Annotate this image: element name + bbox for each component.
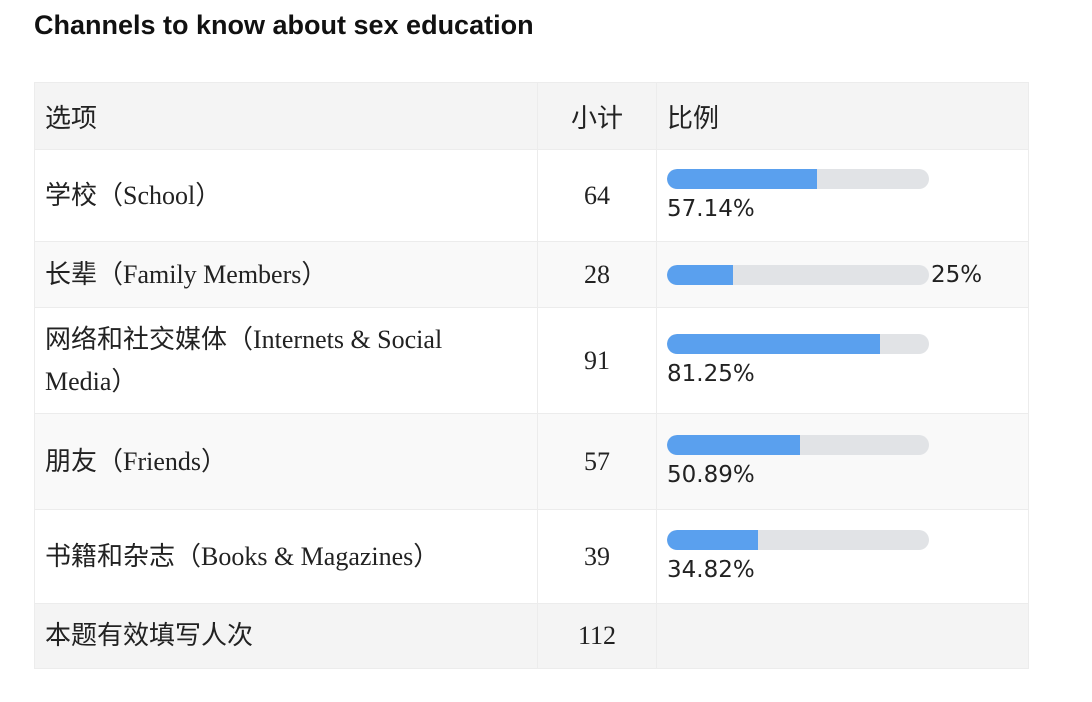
header-percent: 比例: [656, 82, 1029, 150]
bar-fill: [667, 333, 880, 354]
total-row: 本题有效填写人次 112: [34, 603, 1029, 669]
option-label: 长辈（Family Members）: [34, 241, 538, 308]
total-empty-cell: [656, 603, 1029, 669]
percent-cell: 25%: [656, 241, 1029, 308]
count-value: 64: [537, 149, 657, 242]
count-value: 91: [537, 307, 657, 414]
percent-label: 34.82%: [667, 556, 755, 583]
percent-label: 81.25%: [667, 360, 755, 387]
bar-track: [667, 434, 929, 455]
total-count: 112: [537, 603, 657, 669]
percent-label: 57.14%: [667, 195, 755, 222]
option-label: 学校（School）: [34, 149, 538, 242]
percent-cell: 81.25%: [656, 307, 1029, 414]
percent-label: 25%: [931, 261, 983, 288]
percent-label: 50.89%: [667, 461, 755, 488]
bar-track: [667, 264, 929, 285]
option-label: 朋友（Friends）: [34, 413, 538, 510]
percent-cell: 34.82%: [656, 509, 1029, 604]
option-label: 网络和社交媒体（Internets & Social Media）: [34, 307, 538, 414]
table-header-row: 选项 小计 比例: [34, 82, 1029, 150]
bar-fill: [667, 529, 759, 550]
bar-track: [667, 529, 929, 550]
table-row: 学校（School） 64 57.14%: [34, 149, 1029, 242]
total-label: 本题有效填写人次: [34, 603, 538, 669]
percent-cell: 50.89%: [656, 413, 1029, 510]
table-row: 长辈（Family Members） 28 25%: [34, 241, 1029, 308]
count-value: 57: [537, 413, 657, 510]
header-option: 选项: [34, 82, 538, 150]
survey-table: 选项 小计 比例 学校（School） 64 57.14% 长辈（Family …: [34, 82, 1029, 669]
option-label: 书籍和杂志（Books & Magazines）: [34, 509, 538, 604]
bar-fill: [667, 264, 733, 285]
table-row: 朋友（Friends） 57 50.89%: [34, 413, 1029, 510]
bar-fill: [667, 434, 801, 455]
percent-cell: 57.14%: [656, 149, 1029, 242]
table-row: 书籍和杂志（Books & Magazines） 39 34.82%: [34, 509, 1029, 604]
count-value: 28: [537, 241, 657, 308]
table-row: 网络和社交媒体（Internets & Social Media） 91 81.…: [34, 307, 1029, 414]
bar-track: [667, 333, 929, 354]
count-value: 39: [537, 509, 657, 604]
bar-track: [667, 168, 929, 189]
bar-fill: [667, 168, 817, 189]
header-count: 小计: [537, 82, 657, 150]
chart-title: Channels to know about sex education: [34, 10, 534, 40]
